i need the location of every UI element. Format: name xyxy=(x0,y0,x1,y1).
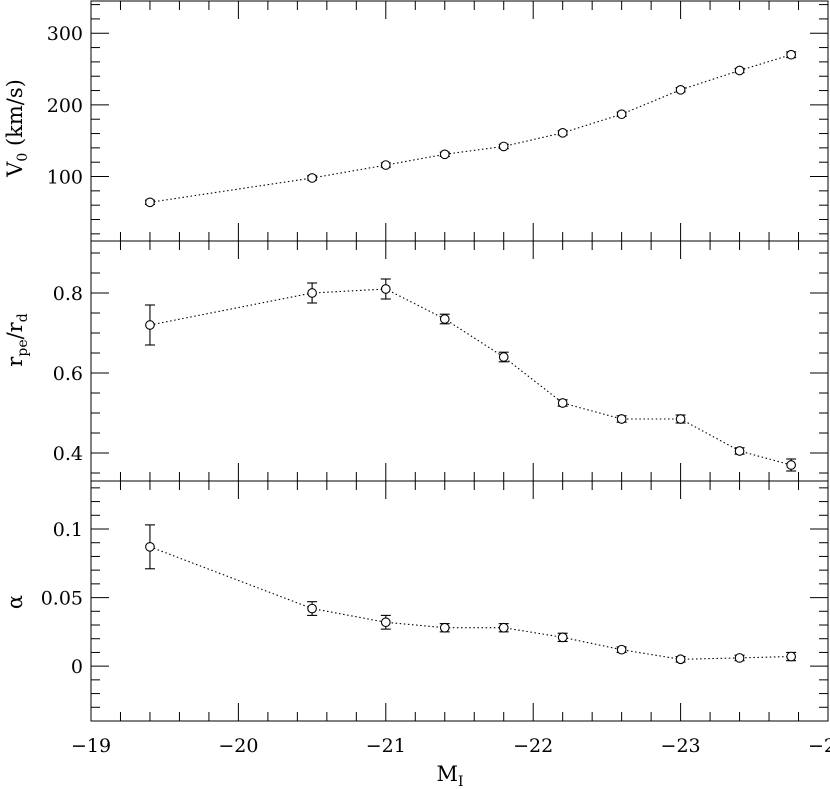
panel-frame xyxy=(90,0,829,242)
x-tick-label: −22 xyxy=(513,735,553,757)
y-axis-label-v0-sub: 0 xyxy=(15,153,31,162)
data-point xyxy=(675,654,686,665)
series-line-rpe_rd xyxy=(149,288,792,466)
x-tick-label: −23 xyxy=(661,735,701,757)
data-point xyxy=(557,398,568,408)
x-tick-label: −20 xyxy=(218,735,258,757)
y-tick-label: 0.8 xyxy=(53,283,83,305)
data-point xyxy=(498,141,509,152)
series-line-alpha xyxy=(149,546,792,660)
y-axis-label-rpe-main: r xyxy=(3,356,27,367)
y-tick-label: 300 xyxy=(47,23,83,45)
data-point xyxy=(675,84,686,95)
data-point xyxy=(675,414,686,424)
y-axis-label-v0: V0 (km/s) xyxy=(3,79,31,178)
data-point xyxy=(307,288,317,298)
data-point xyxy=(439,622,450,633)
y-tick-label: 0.1 xyxy=(53,519,83,541)
series-line-v0 xyxy=(149,54,792,203)
x-tick-label: −21 xyxy=(366,735,406,757)
data-point xyxy=(616,109,627,120)
x-axis-label-main: M xyxy=(436,762,458,786)
data-point xyxy=(380,617,391,628)
data-point xyxy=(786,460,797,470)
data-point xyxy=(145,541,155,552)
y-tick-label: 0.6 xyxy=(53,363,83,385)
y-axis-label-rpe-sub: pe xyxy=(15,339,31,356)
y-tick-label: 100 xyxy=(47,167,83,189)
y-tick-label: 0 xyxy=(71,656,83,678)
data-point xyxy=(734,653,745,663)
x-tick-label: −19 xyxy=(71,735,111,757)
x-axis-label-sub: I xyxy=(458,774,464,789)
x-tick-labels: −19 −20 −21 −22 −23 −24 xyxy=(71,735,830,757)
y-axis-label-v0-main: V xyxy=(3,161,27,178)
panel-frame xyxy=(90,240,829,482)
data-point xyxy=(307,603,317,614)
data-point xyxy=(616,414,627,424)
data-point xyxy=(145,320,155,330)
y-tick-label: 0.4 xyxy=(53,443,83,465)
data-point xyxy=(439,314,450,324)
y-axis-label-v0-suffix: (km/s) xyxy=(3,79,27,153)
data-point xyxy=(439,149,450,160)
y-tick-label: 0.05 xyxy=(41,588,83,610)
data-point xyxy=(380,284,391,294)
y-axis-label-rpe-rd: rpe/rd xyxy=(3,313,31,366)
x-tick-label: −24 xyxy=(808,735,830,757)
chart-panels: 100 200 300 0.4 0.6 0.8 0 0.05 0.1 −19 −20 −21 −22 −2… xyxy=(41,0,830,757)
data-point xyxy=(498,622,509,633)
data-point xyxy=(557,127,568,138)
y-axis-label-alpha: α xyxy=(3,595,27,609)
data-point xyxy=(734,65,745,76)
data-point xyxy=(380,160,391,170)
data-point xyxy=(307,173,317,183)
y-axis-label-rpe-sub2: d xyxy=(15,313,31,322)
panel-alpha: 0 0.05 0.1 xyxy=(41,480,829,722)
data-point xyxy=(557,632,568,643)
data-point xyxy=(145,197,155,208)
panel-rpe_rd: 0.4 0.6 0.8 xyxy=(53,240,829,482)
y-axis-label-rpe-mid: /r xyxy=(3,321,27,339)
panel-frame xyxy=(90,480,829,722)
x-axis-label: MI xyxy=(436,762,463,789)
data-point xyxy=(498,352,509,362)
data-point xyxy=(786,49,797,60)
data-point xyxy=(786,651,797,662)
y-tick-label: 200 xyxy=(47,95,83,117)
data-point xyxy=(616,644,627,655)
data-point xyxy=(734,446,745,456)
panel-v0: 100 200 300 xyxy=(47,0,829,242)
